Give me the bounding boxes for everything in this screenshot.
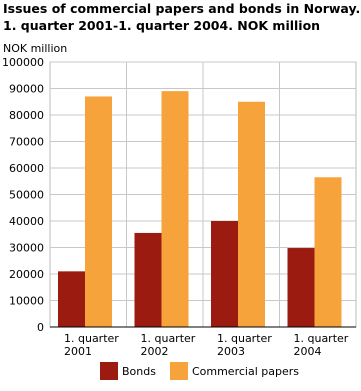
bar bbox=[211, 221, 238, 327]
y-tick-label: 80000 bbox=[9, 109, 44, 122]
legend-swatch bbox=[100, 362, 118, 380]
chart-title: Issues of commercial papers and bonds in… bbox=[3, 1, 360, 16]
bar bbox=[134, 232, 162, 327]
y-tick-label: 100000 bbox=[2, 56, 44, 69]
y-tick-label: 30000 bbox=[9, 242, 44, 255]
x-tick-label-line: 1. quarter bbox=[294, 332, 349, 345]
y-tick-label: 60000 bbox=[9, 162, 44, 175]
legend-label: Commercial papers bbox=[192, 365, 299, 378]
x-tick-label-line: 1. quarter bbox=[141, 332, 196, 345]
y-tick-label: 40000 bbox=[9, 215, 44, 228]
bar bbox=[287, 248, 315, 327]
y-tick-label: 10000 bbox=[9, 295, 44, 308]
bar bbox=[58, 271, 85, 327]
y-tick-label: 50000 bbox=[9, 189, 44, 202]
y-axis-label: NOK million bbox=[3, 42, 67, 55]
x-tick-label: 1. quarter 2004 bbox=[294, 332, 349, 358]
bar bbox=[161, 91, 189, 328]
x-tick-label: 1. quarter 2001 bbox=[64, 332, 119, 358]
bar bbox=[85, 96, 112, 327]
x-tick-label-line: 1. quarter bbox=[64, 332, 119, 345]
bar bbox=[238, 101, 265, 327]
x-tick-label: 1. quarter 2002 bbox=[141, 332, 196, 358]
x-tick-label: 1. quarter 2003 bbox=[217, 332, 272, 358]
y-tick-label: 70000 bbox=[9, 136, 44, 149]
x-tick-label-line: 2004 bbox=[294, 345, 322, 358]
bar bbox=[314, 177, 342, 327]
x-tick-label-line: 1. quarter bbox=[217, 332, 272, 345]
legend-label: Bonds bbox=[122, 365, 156, 378]
y-tick-label: 90000 bbox=[9, 83, 44, 96]
legend-swatch bbox=[169, 362, 188, 380]
x-tick-label-line: 2001 bbox=[64, 345, 92, 358]
y-tick-label: 0 bbox=[37, 321, 44, 334]
y-tick-label: 20000 bbox=[9, 268, 44, 281]
x-tick-label-line: 2002 bbox=[141, 345, 169, 358]
chart-subtitle: 1. quarter 2001-1. quarter 2004. NOK mil… bbox=[3, 18, 320, 33]
x-tick-label-line: 2003 bbox=[217, 345, 245, 358]
